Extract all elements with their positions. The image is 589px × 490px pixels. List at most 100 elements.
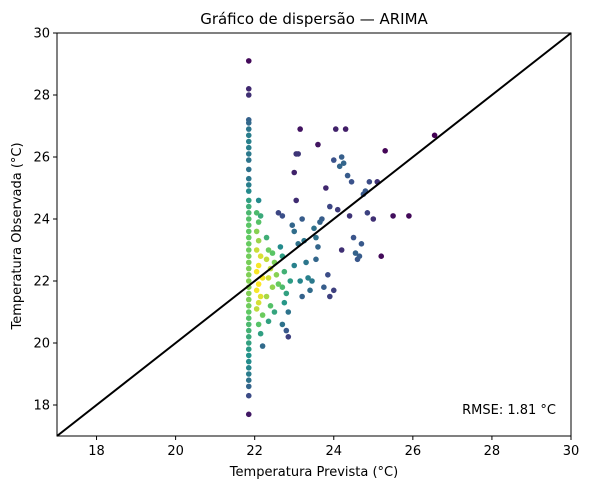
y-axis-ticks: 18 20 22 24 26 28 30	[33, 27, 57, 414]
scatter-point	[281, 268, 288, 275]
scatter-point	[321, 284, 327, 291]
scatter-point	[431, 132, 438, 139]
scatter-point	[352, 250, 359, 256]
x-tick-label: 20	[167, 444, 184, 459]
scatter-point	[293, 197, 300, 204]
scatter-point	[281, 299, 288, 306]
scatter-point	[245, 241, 252, 247]
x-tick-label: 18	[88, 444, 105, 459]
scatter-point	[265, 247, 272, 253]
scatter-point	[255, 262, 262, 269]
scatter-point	[305, 275, 311, 281]
scatter-point	[245, 138, 252, 145]
scatter-point	[253, 247, 260, 253]
y-axis-label: Temperatura Observada (°C)	[10, 142, 25, 330]
scatter-point	[277, 244, 284, 250]
scatter-point	[340, 160, 347, 166]
scatter-point	[289, 222, 296, 228]
scatter-point	[245, 188, 252, 194]
scatter-point	[253, 268, 260, 275]
scatter-point	[327, 293, 333, 300]
scatter-point	[342, 126, 349, 132]
x-tick-label: 24	[325, 444, 342, 459]
scatter-point	[297, 278, 303, 284]
y-tick-label: 24	[33, 213, 50, 228]
scatter-point	[285, 334, 292, 340]
scatter-point	[245, 247, 252, 253]
scatter-point	[330, 157, 337, 163]
scatter-point	[245, 175, 252, 182]
scatter-point	[307, 287, 313, 294]
scatter-point	[253, 306, 260, 312]
scatter-point	[291, 169, 298, 176]
scatter-point	[245, 253, 252, 259]
scatter-point	[245, 216, 252, 222]
scatter-point	[245, 346, 252, 353]
scatter-point	[265, 275, 272, 281]
scatter-point	[275, 281, 282, 287]
scatter-point	[245, 334, 252, 340]
scatter-point	[309, 278, 315, 284]
scatter-point	[271, 309, 278, 315]
scatter-point	[245, 120, 252, 126]
scatter-point	[382, 148, 388, 154]
scatter-point	[245, 144, 252, 151]
plot-frame	[56, 32, 572, 437]
scatter-point	[245, 340, 252, 346]
scatter-point	[406, 213, 412, 219]
scatter-point	[313, 256, 319, 263]
x-tick-label: 28	[484, 444, 501, 459]
scatter-point	[255, 197, 262, 204]
scatter-points	[245, 58, 438, 418]
chart-title: Gráfico de dispersão — ARIMA	[200, 10, 428, 28]
scatter-point	[245, 365, 252, 371]
scatter-point	[245, 222, 252, 228]
scatter-point	[245, 303, 252, 309]
scatter-point	[245, 86, 252, 92]
scatter-point	[245, 265, 252, 272]
scatter-point	[378, 253, 385, 259]
scatter-point	[245, 383, 252, 390]
scatter-point	[315, 244, 321, 250]
scatter-point	[245, 278, 252, 284]
scatter-point	[245, 197, 252, 204]
scatter-point	[245, 58, 252, 64]
scatter-point	[245, 321, 252, 328]
scatter-point	[245, 182, 252, 188]
scatter-point	[255, 237, 262, 244]
scatter-point	[291, 228, 298, 235]
scatter-point	[245, 392, 252, 399]
scatter-point	[245, 377, 252, 384]
scatter-point	[265, 318, 272, 325]
x-tick-label: 30	[563, 444, 580, 459]
y-tick-label: 20	[33, 337, 50, 352]
y-tick-label: 18	[33, 399, 50, 414]
scatter-point	[253, 287, 260, 294]
scatter-point	[311, 225, 317, 232]
scatter-point	[334, 206, 341, 213]
rmse-annotation: RMSE: 1.81 °C	[462, 403, 556, 418]
y-tick-label: 28	[33, 89, 50, 104]
scatter-point	[287, 278, 294, 284]
scatter-point	[245, 166, 252, 173]
scatter-point	[317, 219, 323, 225]
scatter-point	[245, 92, 252, 98]
y-tick-label: 26	[33, 151, 50, 166]
scatter-point	[325, 272, 331, 278]
scatter-point	[269, 284, 276, 291]
scatter-point	[275, 210, 282, 216]
scatter-point	[346, 213, 353, 219]
scatter-point	[273, 272, 280, 278]
scatter-point	[330, 287, 337, 294]
scatter-point	[279, 284, 286, 291]
scatter-point	[259, 343, 266, 349]
x-axis-label: Temperatura Prevista (°C)	[229, 465, 398, 480]
scatter-point	[299, 216, 305, 222]
scatter-point	[257, 293, 264, 300]
x-tick-label: 22	[246, 444, 263, 459]
scatter-point	[269, 250, 276, 256]
scatter-point	[338, 247, 345, 253]
scatter-point	[253, 210, 260, 216]
scatter-point	[263, 234, 270, 241]
